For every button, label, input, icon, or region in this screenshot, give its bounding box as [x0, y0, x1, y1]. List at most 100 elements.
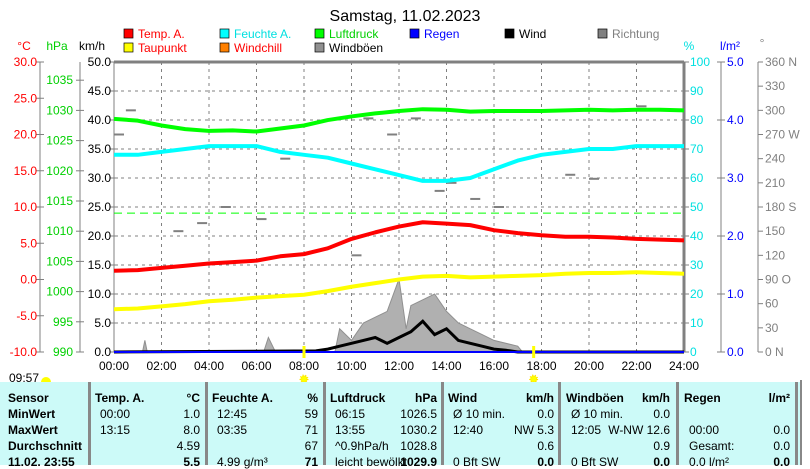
- header-rain-unit: l/m²: [768, 391, 790, 405]
- cell-hum-value: 59: [304, 407, 318, 421]
- cell-wind-value: NW 5.3: [513, 423, 554, 437]
- sun-time: 09:57: [9, 371, 39, 382]
- gust-series: [114, 278, 684, 353]
- dir-axis-tick-label: 30: [765, 321, 779, 335]
- header-gust-unit: km/h: [641, 391, 670, 405]
- x-tick-label: 14:00: [431, 359, 461, 373]
- humidity-series: [114, 144, 684, 183]
- hum-axis-tick-label: 70: [690, 142, 704, 156]
- legend-label: Windchill: [234, 41, 282, 55]
- direction-point: [114, 133, 124, 136]
- press-axis-tick-label: 990: [53, 345, 73, 359]
- legend-label: Wind: [519, 27, 546, 41]
- direction-point: [589, 177, 599, 180]
- dir-axis-tick-label: 360 N: [765, 55, 797, 69]
- cell-press-value: 1030.2: [400, 423, 437, 437]
- header-hum: Feuchte A.: [212, 391, 273, 405]
- direction-point: [565, 173, 576, 176]
- temp-axis-tick-label: -5.0: [16, 309, 37, 323]
- hum-axis-unit: %: [684, 39, 695, 53]
- header-temp-unit: °C: [186, 391, 200, 405]
- row-label: 11.02. 23:55: [8, 455, 75, 469]
- hum-axis-tick-label: 80: [690, 113, 704, 127]
- dir-axis-tick-label: 90 O: [765, 273, 791, 287]
- dir-axis-tick-label: 240: [765, 152, 785, 166]
- cell-gust-time: Ø 10 min.: [571, 407, 624, 421]
- rain-axis-tick-label: 4.0: [727, 113, 744, 127]
- dir-axis-tick-label: 0 N: [765, 345, 784, 359]
- cell-hum-time: 12:45: [217, 407, 248, 421]
- table-scrollbar[interactable]: [800, 380, 810, 465]
- cell-rain-value: 0.0: [773, 423, 790, 437]
- x-tick-label: 16:00: [479, 359, 509, 373]
- wind-axis-tick-label: 50.0: [88, 55, 112, 69]
- cell-temp-value: 4.59: [176, 439, 200, 453]
- header-gust: Windböen: [566, 391, 624, 405]
- cell-gust-time: 12:05: [571, 423, 602, 437]
- hum-axis-tick-label: 50: [690, 200, 704, 214]
- cell-press-time: 13:55: [335, 423, 366, 437]
- row-label: MinWert: [8, 407, 56, 421]
- x-tick-label: 18:00: [526, 359, 556, 373]
- cell-hum-value: 71: [304, 423, 318, 437]
- cell-hum-value: 67: [304, 439, 318, 453]
- cell-wind-time: Ø 10 min.: [453, 407, 506, 421]
- x-tick-label: 24:00: [669, 359, 699, 373]
- cell-temp-value: 1.0: [183, 407, 200, 421]
- cell-press-value: 1026.5: [400, 407, 437, 421]
- hum-axis-tick-label: 30: [690, 258, 704, 272]
- header-sensor: Sensor: [8, 391, 49, 405]
- header-press-unit: hPa: [414, 391, 437, 405]
- legend-label: Regen: [424, 27, 459, 41]
- hum-axis-tick-label: 20: [690, 287, 704, 301]
- x-tick-label: 08:00: [289, 359, 319, 373]
- legend-swatch: [597, 28, 608, 39]
- press-axis-tick-label: 1000: [46, 285, 73, 299]
- header-wind-unit: km/h: [525, 391, 554, 405]
- wind-axis-tick-label: 5.0: [94, 316, 111, 330]
- dir-axis-tick-label: 180 S: [765, 200, 796, 214]
- cell-press-time: ^0.9hPa/h: [335, 439, 389, 453]
- press-axis-tick-label: 1015: [46, 194, 73, 208]
- column-divider: [88, 382, 91, 465]
- cell-gust-value: W-NW 12.6: [608, 423, 670, 437]
- legend-swatch: [219, 42, 230, 53]
- x-tick-label: 12:00: [384, 359, 414, 373]
- dir-axis-tick-label: 300: [765, 103, 785, 117]
- press-axis-tick-label: 1030: [46, 103, 73, 117]
- legend-label: Windböen: [329, 41, 383, 55]
- cell-temp-value: 5.5: [183, 455, 200, 469]
- column-divider: [205, 382, 208, 465]
- wind-axis-tick-label: 20.0: [88, 229, 112, 243]
- row-label: MaxWert: [8, 423, 58, 437]
- column-divider: [795, 382, 798, 465]
- cell-temp-time: 00:00: [100, 407, 131, 421]
- legend-label: Luftdruck: [329, 27, 379, 41]
- direction-point: [636, 105, 647, 108]
- legend-swatch: [123, 42, 134, 53]
- direction-point: [173, 230, 184, 233]
- dir-axis-tick-label: 120: [765, 248, 785, 262]
- cell-hum-time: 03:35: [217, 423, 248, 437]
- cell-press-time: 06:15: [335, 407, 366, 421]
- temp-axis-tick-label: 25.0: [14, 91, 38, 105]
- legend-label: Taupunkt: [138, 41, 187, 55]
- direction-point: [125, 109, 136, 112]
- press-axis-tick-label: 1035: [46, 73, 73, 87]
- wind-axis-tick-label: 35.0: [88, 142, 112, 156]
- press-axis-tick-label: 1005: [46, 254, 73, 268]
- wind-axis-tick-label: 25.0: [88, 200, 112, 214]
- dir-axis-unit: °: [760, 36, 765, 50]
- pressure-series: [113, 107, 685, 134]
- wind-axis-tick-label: 40.0: [88, 113, 112, 127]
- temp-series: [113, 220, 685, 273]
- cell-rain-time: Gesamt:: [689, 439, 735, 453]
- header-press: Luftdruck: [330, 391, 386, 405]
- hum-axis-tick-label: 100: [690, 55, 710, 69]
- wind-series: [113, 319, 684, 354]
- rain-axis-tick-label: 3.0: [727, 171, 744, 185]
- temp-axis-tick-label: 5.0: [20, 236, 37, 250]
- x-tick-label: 22:00: [621, 359, 651, 373]
- legend-swatch: [504, 28, 515, 39]
- chart-title: Samstag, 11.02.2023: [330, 8, 481, 25]
